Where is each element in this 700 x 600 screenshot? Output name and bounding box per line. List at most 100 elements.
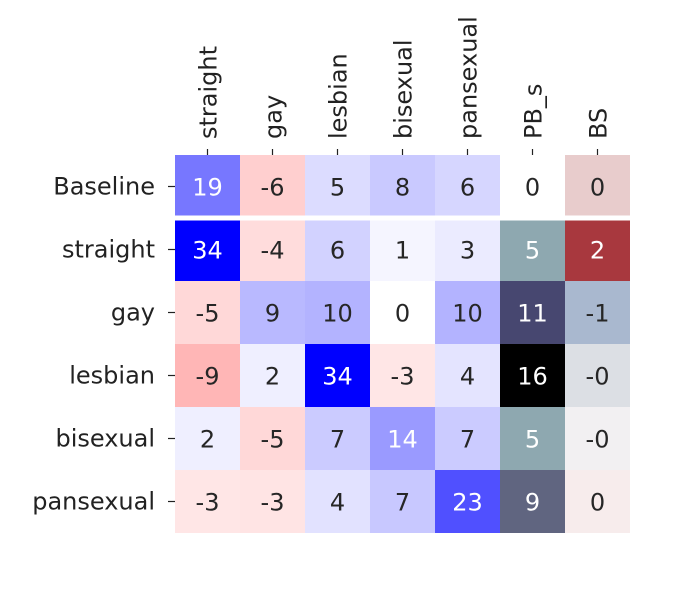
heatmap-cell-gay-bs	[565, 281, 630, 344]
heatmap-cell-gay-gay	[240, 281, 305, 344]
cell-value-label: 8	[395, 174, 410, 202]
cell-value-label: 0	[590, 489, 605, 517]
heatmap-cell-straight-pb-s	[500, 218, 565, 281]
heatmap-cell-gay-pansexual	[435, 281, 500, 344]
heatmap-cell-straight-bs	[565, 218, 630, 281]
column-label-bisexual: bisexual	[390, 39, 418, 139]
heatmap-cell-straight-straight	[175, 218, 240, 281]
row-label-pansexual: pansexual	[32, 488, 155, 516]
row-label-gay: gay	[111, 299, 155, 327]
cell-value-label: 9	[265, 300, 280, 328]
cell-value-label: 5	[330, 174, 345, 202]
heatmap-cell-pansexual-straight	[175, 470, 240, 533]
cell-value-label: 14	[387, 426, 418, 454]
heatmap-cell-lesbian-pb-s	[500, 344, 565, 407]
cell-value-label: 3	[460, 237, 475, 265]
cell-value-label: 10	[322, 300, 353, 328]
heatmap-cell-lesbian-gay	[240, 344, 305, 407]
row-label-baseline: Baseline	[53, 173, 155, 201]
cell-value-label: 34	[192, 237, 223, 265]
heatmap-cell-bisexual-straight	[175, 407, 240, 470]
cell-value-label: -3	[196, 489, 220, 517]
cell-value-label: -5	[196, 300, 220, 328]
heatmap-cell-bisexual-bs	[565, 407, 630, 470]
cell-value-label: -3	[391, 363, 415, 391]
cell-value-label: -4	[261, 237, 285, 265]
heatmap-cell-straight-pansexual	[435, 218, 500, 281]
cell-value-label: 5	[525, 426, 540, 454]
row-label-bisexual: bisexual	[55, 425, 155, 453]
cell-value-label: 11	[517, 300, 548, 328]
cell-value-label: 2	[265, 363, 280, 391]
heatmap-cell-straight-gay	[240, 218, 305, 281]
heatmap-cell-gay-lesbian	[305, 281, 370, 344]
cell-value-label: 5	[525, 237, 540, 265]
heatmap-cell-baseline-bs	[565, 155, 630, 218]
cell-value-label: 4	[460, 363, 475, 391]
cell-value-label: 1	[395, 237, 410, 265]
heatmap-cell-gay-bisexual	[370, 281, 435, 344]
cell-value-label: -0	[586, 426, 610, 454]
heatmap-cell-lesbian-straight	[175, 344, 240, 407]
heatmap-cell-lesbian-bisexual	[370, 344, 435, 407]
heatmap-cell-bisexual-gay	[240, 407, 305, 470]
cell-value-label: -5	[261, 426, 285, 454]
heatmap-cell-pansexual-lesbian	[305, 470, 370, 533]
cell-value-label: -1	[586, 300, 610, 328]
cell-value-label: 9	[525, 489, 540, 517]
cell-value-label: -0	[586, 363, 610, 391]
row-label-straight: straight	[62, 236, 155, 264]
column-labels: straight gay lesbian bisexual pansexual PB_s B…	[195, 16, 613, 139]
heatmap-cell-bisexual-bisexual	[370, 407, 435, 470]
heatmap-cell-pansexual-pansexual	[435, 470, 500, 533]
cell-value-label: 19	[192, 174, 223, 202]
heatmap-cell-baseline-lesbian	[305, 155, 370, 218]
heatmap-cell-baseline-pb-s	[500, 155, 565, 218]
heatmap-cell-bisexual-pansexual	[435, 407, 500, 470]
heatmap-cell-lesbian-bs	[565, 344, 630, 407]
column-label-lesbian: lesbian	[325, 53, 353, 139]
row-labels: Baseline straight gay lesbian bisexual pansex…	[32, 173, 155, 516]
cell-value-label: -6	[261, 174, 285, 202]
cell-value-label: 6	[330, 237, 345, 265]
cell-value-label: 0	[525, 174, 540, 202]
column-label-straight: straight	[195, 46, 223, 139]
column-label-gay: gay	[260, 95, 288, 139]
heatmap-cell-pansexual-bs	[565, 470, 630, 533]
heatmap-cell-baseline-straight	[175, 155, 240, 218]
heatmap-cell-baseline-pansexual	[435, 155, 500, 218]
heatmap-cells: 19 -6 5 8 6 0 034 -4 6 1 3 5 2-5 9 10 0 10 11 -1-9 2 34 -3 4 16…	[175, 155, 630, 533]
column-label-pansexual: pansexual	[455, 16, 483, 139]
cell-value-label: 7	[460, 426, 475, 454]
axis-ticks	[168, 149, 599, 503]
cell-value-label: 23	[452, 489, 483, 517]
heatmap-cell-pansexual-pb-s	[500, 470, 565, 533]
cell-value-label: 0	[395, 300, 410, 328]
row-label-lesbian: lesbian	[69, 362, 155, 390]
heatmap-cell-pansexual-gay	[240, 470, 305, 533]
heatmap-cell-baseline-bisexual	[370, 155, 435, 218]
cell-value-label: 4	[330, 489, 345, 517]
cell-value-label: 34	[322, 363, 353, 391]
cell-value-label: -9	[196, 363, 220, 391]
heatmap-cell-lesbian-lesbian	[305, 344, 370, 407]
cell-value-label: 6	[460, 174, 475, 202]
heatmap-cell-bisexual-pb-s	[500, 407, 565, 470]
column-label-pb-s: PB_s	[520, 84, 548, 139]
cell-value-label: 2	[200, 426, 215, 454]
heatmap-cell-gay-pb-s	[500, 281, 565, 344]
cell-value-label: -3	[261, 489, 285, 517]
heatmap-cell-gay-straight	[175, 281, 240, 344]
cell-value-label: 10	[452, 300, 483, 328]
cell-value-label: 2	[590, 237, 605, 265]
heatmap-cell-pansexual-bisexual	[370, 470, 435, 533]
heatmap-cell-baseline-gay	[240, 155, 305, 218]
cell-value-label: 0	[590, 174, 605, 202]
heatmap-cell-lesbian-pansexual	[435, 344, 500, 407]
cell-value-label: 16	[517, 363, 548, 391]
cell-value-label: 7	[395, 489, 410, 517]
heatmap-cell-straight-bisexual	[370, 218, 435, 281]
heatmap-cell-bisexual-lesbian	[305, 407, 370, 470]
heatmap-cell-straight-lesbian	[305, 218, 370, 281]
